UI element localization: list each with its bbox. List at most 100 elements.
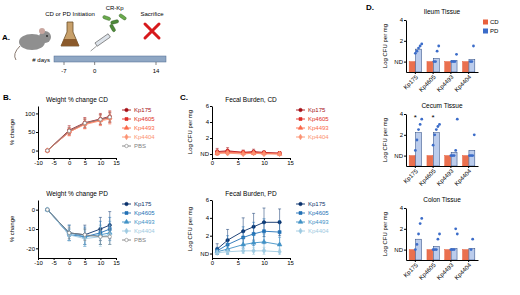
legend-entry: Kp4404 [296, 228, 329, 234]
x-tick-label: 10 [261, 160, 268, 166]
y-tick: 50 [28, 129, 38, 135]
marker [83, 121, 88, 125]
legend-label: Kp4404 [134, 134, 155, 140]
endpoint-label: Sacrifice [140, 11, 164, 17]
y-tick-mark [36, 113, 38, 114]
error-bar [99, 227, 102, 246]
bar [433, 246, 439, 260]
marker [83, 121, 86, 124]
error-bar [108, 111, 111, 122]
x-tick: 10 [261, 158, 268, 166]
chart: Cecum TissueLog CFU per mgND24Kp175Kp460… [382, 102, 479, 187]
figure: A.CD or PD InitiationCR-KpSacrifice# day… [0, 0, 520, 295]
x-tick-label: 15 [113, 260, 120, 266]
y-tick: ND [200, 151, 212, 157]
x-tick-label: 5 [84, 260, 88, 266]
y-tick-mark [404, 41, 406, 42]
chart-title: Colon Tissue [423, 196, 461, 203]
legend-entry: Kp4493 [122, 125, 155, 131]
legend-marker [125, 228, 128, 234]
x-tick: 5 [84, 258, 88, 266]
bar [451, 249, 457, 260]
x-tick-label: Kp4605 [418, 74, 437, 93]
legend-marker [125, 202, 128, 205]
x-tick-label: 15 [113, 160, 120, 166]
y-tick-label: ND [394, 153, 403, 159]
bacterium [102, 15, 111, 21]
error-bar [68, 227, 71, 239]
point [420, 217, 423, 220]
x-tick-mark [450, 166, 451, 168]
marker [68, 231, 71, 234]
bar [427, 156, 433, 166]
y-tick-label: 4 [206, 119, 210, 125]
marker [216, 150, 219, 156]
y-tick: 0 [32, 207, 38, 213]
legend-entry: PD [483, 28, 499, 34]
error-bar [108, 114, 111, 124]
y-tick-label: 0 [32, 207, 36, 213]
bar [463, 250, 469, 260]
point [453, 248, 456, 251]
y-tick-mark [404, 135, 406, 136]
timeline-day: 0 [93, 68, 97, 74]
x-tick: -5 [51, 258, 57, 266]
point [470, 60, 473, 63]
y-tick-mark [210, 122, 212, 123]
bar [409, 156, 415, 166]
y-tick: 4 [206, 215, 212, 221]
marker [252, 248, 255, 254]
point [455, 53, 458, 56]
y-tick-label: -10 [26, 226, 35, 232]
flask-liquid [61, 39, 79, 46]
x-tick-mark [468, 72, 469, 74]
y-tick-label: 4 [206, 215, 210, 221]
chart: Weight % change CD% change050100-10-5051… [9, 96, 155, 166]
legend-label: PD [490, 28, 499, 34]
x-tick-label: Kp4404 [453, 262, 472, 281]
y-tick-label: 6 [206, 103, 210, 109]
axis-line [39, 258, 117, 259]
marker [46, 149, 49, 152]
chart: Fecal Burden, CDLog CFU per mgND24605101… [187, 96, 329, 166]
bar [445, 62, 451, 72]
inoculum-label: CR-Kp [106, 5, 125, 11]
legend-line [122, 119, 131, 120]
bar [427, 250, 433, 260]
error-bar [99, 115, 102, 125]
y-axis-title: % change [9, 215, 15, 242]
point [434, 60, 437, 63]
mouse-eye [46, 35, 48, 37]
timeline-day: 14 [153, 68, 160, 74]
legend-marker [299, 202, 302, 205]
legend-entry: Kp4493 [296, 125, 329, 131]
chart-title: Weight % change PD [46, 190, 108, 198]
y-axis: ND24 [394, 111, 406, 166]
axis-line [38, 107, 39, 159]
x-tick-mark [415, 260, 416, 262]
x-axis: 051015 [211, 258, 295, 266]
y-axis-title: Log CFU per mg [382, 118, 388, 162]
point [414, 149, 417, 152]
error-bar [226, 244, 229, 255]
error-bar [263, 247, 266, 254]
panel-label: B. [3, 93, 11, 102]
legend-entry: Kp175 [296, 107, 326, 113]
y-tick-label: 2 [206, 135, 210, 141]
plot-area [45, 207, 112, 247]
error-bar [108, 229, 111, 244]
x-tick: Kp4605 [418, 166, 437, 187]
error-bar [83, 229, 86, 241]
axis-line [407, 72, 479, 73]
sacrifice-x [145, 24, 159, 38]
legend-marker [299, 134, 302, 140]
error-bar [83, 119, 86, 129]
bar [427, 62, 433, 72]
legend-swatch [483, 20, 488, 25]
y-tick-label: ND [200, 251, 209, 257]
chart-title: Ileum Tissue [424, 8, 461, 15]
y-tick-label: ND [394, 247, 403, 253]
error-bar [68, 126, 71, 135]
legend-label: Kp175 [308, 201, 326, 207]
legend-swatch [483, 29, 488, 34]
